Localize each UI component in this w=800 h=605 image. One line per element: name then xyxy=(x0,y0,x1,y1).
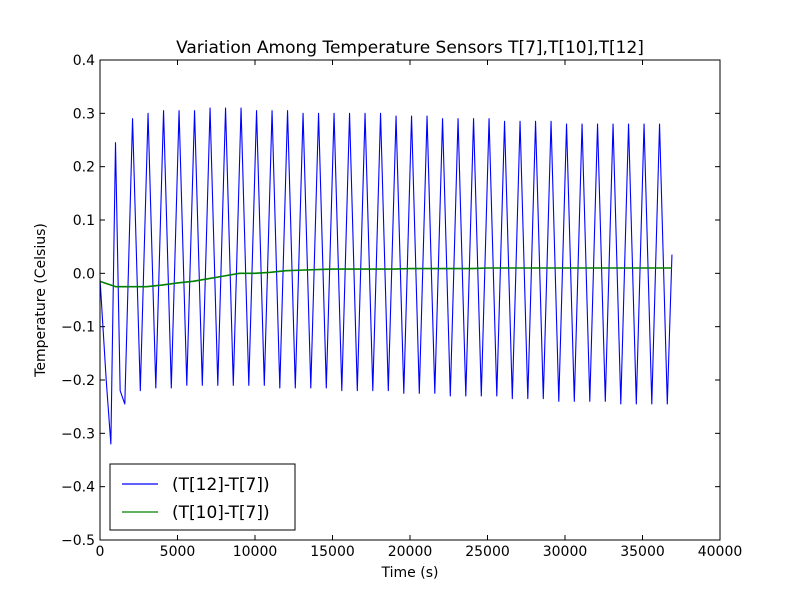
legend-label-t12-t7: (T[12]-T[7]) xyxy=(172,475,270,495)
y-tick-label: 0.3 xyxy=(73,106,95,122)
y-axis-label: Temperature (Celsius) xyxy=(33,223,49,378)
x-axis-label: Time (s) xyxy=(381,565,439,581)
y-tick-label: 0.2 xyxy=(73,160,95,176)
y-tick-label: −0.2 xyxy=(61,373,95,389)
legend-box xyxy=(109,463,296,531)
x-tick-label: 20000 xyxy=(388,544,433,560)
legend-label-t10-t7: (T[10]-T[7]) xyxy=(172,503,270,523)
x-tick-label: 10000 xyxy=(233,544,278,560)
y-tick-label: −0.4 xyxy=(61,480,95,496)
y-tick-label: −0.5 xyxy=(61,533,95,549)
legend: (T[12]-T[7]) (T[10]-T[7]) xyxy=(109,463,296,531)
x-tick-label: 0 xyxy=(96,544,105,560)
y-tick-label: 0.1 xyxy=(73,213,95,229)
series-layer xyxy=(99,107,673,445)
y-tick-label: −0.1 xyxy=(61,320,95,336)
series-line-1 xyxy=(99,267,672,288)
ticks-layer: 0 5000 10000 15000 20000 25000 30000 35000 40000… xyxy=(61,53,742,560)
y-tick-label: 0.4 xyxy=(73,53,95,69)
series-line-0 xyxy=(99,107,673,445)
x-tick-label: 35000 xyxy=(620,544,665,560)
x-tick-label: 25000 xyxy=(465,544,510,560)
x-tick-label: 40000 xyxy=(698,544,743,560)
x-tick-label: 15000 xyxy=(310,544,355,560)
y-tick-label: −0.3 xyxy=(61,426,95,442)
chart-title: Variation Among Temperature Sensors T[7]… xyxy=(176,38,644,58)
y-tick-label: 0.0 xyxy=(73,266,95,282)
x-tick-label: 5000 xyxy=(160,544,196,560)
x-tick-label: 30000 xyxy=(543,544,588,560)
plot-area-frame xyxy=(99,59,721,541)
